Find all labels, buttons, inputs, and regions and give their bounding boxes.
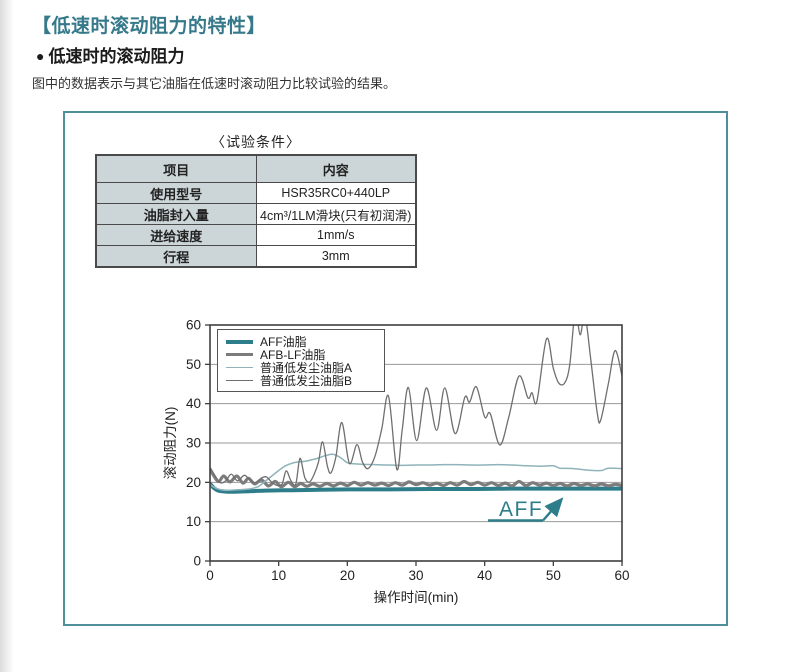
item-cell: 行程 [95, 245, 257, 268]
column-header: 内容 [255, 154, 417, 183]
series-line-0 [210, 481, 622, 494]
axis-ticks: 0 10 20 30 40 50 60 0 10 20 30 40 50 60 [186, 318, 630, 584]
table-caption: 〈试验条件〉 [211, 134, 301, 150]
aff-annotation-text: AFF [499, 498, 543, 521]
item-cell: 油脂封入量 [95, 203, 257, 225]
x-axis-label: 操作时间(min) [374, 590, 459, 605]
series-line-3 [210, 325, 622, 487]
series-group [210, 325, 622, 494]
section-heading-text: 低速时的滚动阻力 [48, 47, 185, 66]
y-tick-label: 40 [186, 396, 201, 411]
table-row: 行程 3mm [95, 245, 417, 268]
y-tick-label: 0 [193, 554, 201, 569]
x-tick-label: 40 [477, 568, 492, 583]
legend-line-sample [226, 352, 253, 357]
legend-label: 普通低发尘油脂B [260, 374, 353, 388]
aff-annotation: AFF [488, 497, 564, 522]
chart-legend: AFF油脂 AFB-LF油脂 普通低发尘油脂A 普通低发尘油脂B [217, 329, 385, 392]
line-chart: 0 10 20 30 40 50 60 0 10 20 30 40 50 60 操作时间(min) 滚动阻力(… [162, 318, 630, 606]
y-axis-label: 滚动阻力(N) [162, 407, 178, 480]
x-tick-label: 50 [546, 568, 561, 583]
y-tick-label: 30 [186, 436, 201, 451]
legend-label: AFF油脂 [260, 335, 307, 349]
y-tick-label: 20 [186, 475, 201, 490]
item-cell: 进给速度 [95, 224, 257, 246]
series-line-1 [210, 467, 622, 489]
description-text: 图中的数据表示与其它油脂在低速时滚动阻力比较试验的结果。 [32, 76, 397, 91]
value-cell: HSR35RC0+440LP [255, 182, 417, 204]
x-tick-label: 20 [340, 568, 355, 583]
series-line-2 [210, 453, 622, 492]
table-row: 进给速度 1mm/s [95, 224, 417, 246]
table-row: 使用型号 HSR35RC0+440LP [95, 182, 417, 204]
legend-item: AFF油脂 [226, 335, 378, 349]
table-row: 油脂封入量 4cm³/1LM滑块(只有初润滑) [95, 203, 417, 225]
page-title: 【低速时滚动阻力的特性】 [32, 16, 267, 37]
legend-label: AFB-LF油脂 [260, 348, 326, 362]
x-tick-label: 0 [206, 568, 214, 583]
legend-line-sample [226, 366, 253, 369]
figure-panel: 〈试验条件〉 项目 内容 使用型号 HSR35RC0+440LP 油脂封入量 4cm³/1… [63, 111, 728, 626]
x-tick-label: 10 [271, 568, 286, 583]
y-tick-label: 50 [186, 357, 201, 372]
item-cell: 使用型号 [95, 182, 257, 204]
table-header-row: 项目 内容 [95, 154, 417, 183]
test-conditions-table: 项目 内容 使用型号 HSR35RC0+440LP 油脂封入量 4cm³/1LM滑块(只有… [95, 154, 417, 268]
aff-annotation-arrow [542, 497, 564, 522]
legend-line-sample [226, 339, 253, 344]
column-header: 项目 [95, 154, 257, 183]
x-tick-label: 60 [614, 568, 629, 583]
value-cell: 1mm/s [255, 224, 417, 246]
legend-item: AFB-LF油脂 [226, 348, 378, 362]
bullet-icon: ● [36, 48, 45, 64]
y-tick-label: 60 [186, 318, 201, 333]
legend-line-sample [226, 379, 253, 382]
page-edge-shadow [0, 0, 14, 672]
y-tick-label: 10 [186, 514, 201, 529]
legend-item: 普通低发尘油脂B [226, 374, 378, 388]
section-heading: ● 低速时的滚动阻力 [36, 42, 184, 67]
value-cell: 3mm [255, 245, 417, 268]
legend-label: 普通低发尘油脂A [260, 361, 353, 375]
legend-item: 普通低发尘油脂A [226, 361, 378, 375]
x-tick-label: 30 [408, 568, 423, 583]
value-cell: 4cm³/1LM滑块(只有初润滑) [255, 203, 417, 225]
